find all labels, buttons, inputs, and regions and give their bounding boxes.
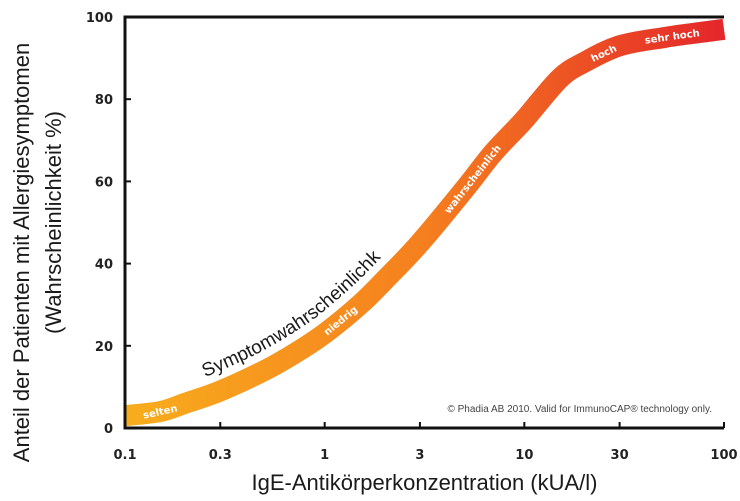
x-tick-label: 1 <box>320 448 329 463</box>
y-tick-label: 20 <box>95 340 113 355</box>
band-label-2: wahrscheinlich <box>443 143 504 216</box>
x-tick-label: 100 <box>710 448 737 463</box>
x-tick-label: 10 <box>515 448 533 463</box>
x-axis-ticks: 0.1 0.3 1 3 10 30 100 <box>113 422 738 463</box>
y-tick-label: 100 <box>86 11 113 26</box>
x-tick-label: 30 <box>611 448 629 463</box>
y-axis-title-line-1: Anteil der Patienten mit Allergiesymptom… <box>9 43 34 462</box>
y-tick-label: 80 <box>95 93 113 108</box>
y-tick-label: 0 <box>104 422 113 437</box>
y-axis-title: Anteil der Patienten mit Allergiesymptom… <box>9 43 66 462</box>
x-axis-title: IgE-Antikörperkonzentration (kUA/l) <box>251 470 597 495</box>
x-tick-label: 0.1 <box>113 448 136 463</box>
y-axis-title-line-2: (Wahrscheinlichkeit %) <box>41 111 66 334</box>
probability-curve <box>123 18 726 427</box>
x-tick-label: 0.3 <box>209 448 232 463</box>
y-tick-label: 60 <box>95 175 113 190</box>
copyright-note: © Phadia AB 2010. Valid for ImmunoCAP® t… <box>447 404 712 415</box>
x-tick-label: 3 <box>415 448 424 463</box>
probability-band <box>123 18 726 427</box>
y-tick-label: 40 <box>95 258 113 273</box>
y-axis-ticks: 0 20 40 60 80 100 <box>86 11 131 437</box>
